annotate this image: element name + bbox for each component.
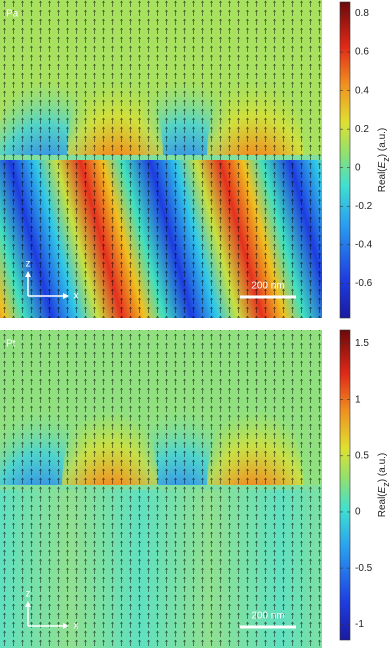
colorbar-label-part: E (377, 486, 388, 493)
axis-arrow-head (63, 293, 69, 299)
field-arrows (0, 0, 322, 318)
colorbar-tick-label: -0.5 (355, 563, 373, 574)
axis-arrow-head (63, 623, 69, 629)
colorbar-tick-label: 0 (355, 507, 361, 518)
colorbar-label: Real(Ez) (a.u.) (377, 453, 392, 518)
colorbar-tick-label: 0.6 (355, 47, 369, 58)
colorbar (339, 329, 351, 641)
colorbar-label-part: Real( (377, 168, 388, 193)
colorbar-tick-label: 0.4 (355, 85, 369, 96)
field-map (0, 0, 322, 318)
colorbar-tick-label: -1 (355, 619, 364, 630)
colorbar-label: Real(Ez) (a.u.) (377, 128, 392, 193)
colorbar-tick-label: -0.2 (355, 201, 373, 212)
field-arrows (0, 330, 322, 648)
colorbar-label-part: z (381, 482, 391, 487)
field-map (0, 330, 322, 648)
colorbar-tick-label: 1 (355, 394, 361, 405)
axis-label: x (74, 621, 79, 632)
colorbar (339, 1, 351, 319)
colorbar-label-part: E (377, 161, 388, 168)
axis-label: x (74, 291, 79, 302)
colorbar-tick-label: 0.8 (355, 8, 369, 19)
axis-label: z (26, 259, 31, 270)
colorbar-label-part: z (381, 157, 391, 162)
panel-label: Pt (6, 339, 16, 350)
colorbar-tick-label: 0.5 (355, 450, 369, 461)
colorbar-label-part: ) (a.u.) (377, 453, 388, 482)
scale-bar-label: 200 nm (251, 281, 284, 292)
colorbar-tick-label: -0.6 (355, 278, 373, 289)
colorbar-tick-label: 1.5 (355, 338, 369, 349)
colorbar-tick-label: 0.2 (355, 124, 369, 135)
axis-arrow-head (25, 271, 31, 277)
colorbar-tick-label: -0.4 (355, 239, 373, 250)
axis-arrow-head (25, 601, 31, 607)
colorbar-label-part: Real( (377, 493, 388, 518)
colorbar-label-part: ) (a.u.) (377, 128, 388, 157)
colorbar-tick-label: 0 (355, 162, 361, 173)
panel-label: Pa (6, 9, 19, 20)
scale-bar-label: 200 nm (251, 611, 284, 622)
axis-label: z (26, 589, 31, 600)
